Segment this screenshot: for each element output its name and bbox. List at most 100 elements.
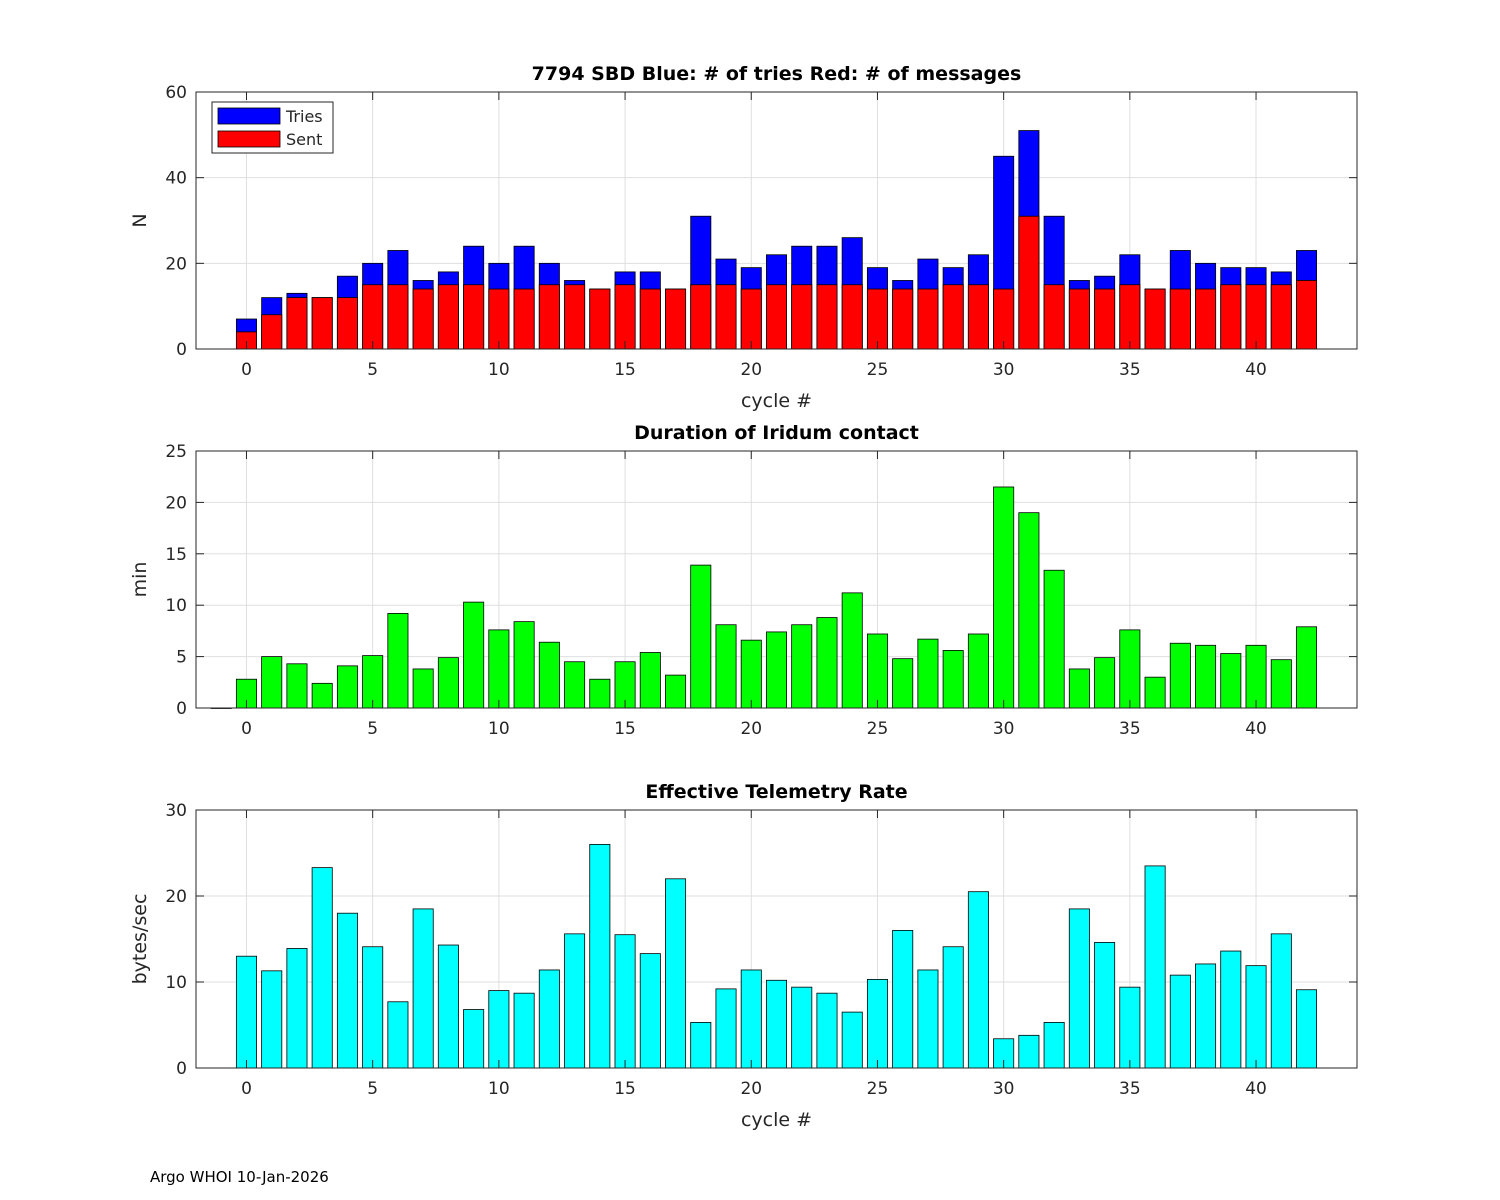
bar-duration-22: [791, 624, 813, 709]
bar-sent-40: [1245, 284, 1267, 350]
legend-swatch-tries: [217, 107, 281, 125]
chart-title: 7794 SBD Blue: # of tries Red: # of mess…: [532, 63, 1022, 85]
x-tick-label: 0: [241, 1079, 252, 1099]
bar-rate-3: [311, 867, 333, 1069]
y-tick-label: 40: [165, 169, 187, 189]
x-tick-label: 15: [614, 719, 636, 739]
x-tick-label: 10: [488, 719, 510, 739]
y-tick-label: 0: [176, 340, 187, 360]
bar-rate-12: [538, 969, 560, 1069]
bar-rate-37: [1169, 974, 1191, 1069]
x-tick-label: 30: [993, 360, 1015, 380]
bar-sent-27: [917, 288, 939, 350]
bar-sent-26: [892, 288, 914, 350]
bar-rate-21: [766, 979, 787, 1069]
legend-swatch-sent: [217, 130, 281, 148]
bar-duration-39: [1220, 653, 1242, 709]
bar-duration-8: [437, 657, 459, 709]
bar-duration-36: [1144, 676, 1166, 709]
y-tick-label: 5: [176, 648, 187, 668]
bar-sent-11: [513, 288, 535, 350]
bar-duration-17: [665, 674, 687, 709]
bar-duration-32: [1043, 569, 1065, 709]
bar-rate-14: [589, 844, 611, 1069]
bar-duration-10: [488, 629, 510, 709]
bar-rate-18: [690, 1022, 712, 1069]
bar-rate-19: [715, 988, 737, 1069]
bar-rate-38: [1195, 963, 1217, 1069]
bar-sent-23: [816, 284, 838, 350]
bar-duration-20: [740, 639, 762, 709]
bar-sent-14: [589, 288, 611, 350]
bar-rate-2: [286, 948, 308, 1069]
bar-duration-28: [942, 650, 964, 709]
bar-rate-7: [412, 908, 434, 1069]
x-tick-label: 10: [488, 360, 510, 380]
bar-duration-35: [1119, 629, 1141, 709]
x-axis-label: cycle #: [741, 390, 812, 412]
x-tick-label: 15: [614, 360, 636, 380]
bar-sent-29: [967, 284, 989, 350]
bar-sent-3: [311, 297, 333, 350]
x-tick-label: 15: [614, 1079, 636, 1099]
bar-duration-18: [690, 564, 712, 709]
x-tick-label: 20: [740, 360, 762, 380]
bar-sent-2: [286, 297, 308, 350]
bar-duration-1: [261, 656, 283, 709]
bar-sent-7: [412, 288, 434, 350]
bar-sent-33: [1068, 288, 1090, 350]
x-tick-label: 25: [867, 719, 889, 739]
bar-rate-15: [614, 934, 636, 1069]
y-axis-label: bytes/sec: [129, 894, 151, 985]
bar-sent-20: [740, 288, 762, 350]
x-tick-label: 25: [867, 360, 889, 380]
x-tick-label: 30: [993, 1079, 1015, 1099]
bar-rate-23: [816, 992, 838, 1069]
bar-sent-12: [538, 284, 560, 350]
bar-sent-37: [1169, 288, 1191, 350]
bar-rate-29: [967, 891, 989, 1069]
bar-sent-9: [463, 284, 485, 350]
y-tick-label: 25: [165, 442, 187, 462]
bar-sent-39: [1220, 284, 1242, 350]
bar-duration-14: [589, 678, 611, 709]
bar-rate-6: [387, 1001, 409, 1069]
bar-rate-25: [866, 979, 888, 1069]
bar-duration-34: [1094, 657, 1116, 709]
axes-box: [195, 91, 1358, 350]
chart-1: 0 5 10 15 20 25 30 35 40 0 20 40 60 7794 SBD Blue: # …: [129, 63, 1358, 412]
bar-sent-4: [336, 297, 358, 350]
bar-sent-19: [715, 284, 737, 350]
bar-rate-24: [841, 1011, 863, 1069]
x-tick-label: 10: [488, 1079, 510, 1099]
bar-rate-32: [1043, 1022, 1065, 1069]
y-tick-label: 30: [165, 801, 187, 821]
bar-rate-40: [1245, 965, 1267, 1069]
bar-duration-12: [538, 641, 560, 709]
bar-duration-3: [311, 682, 333, 709]
x-tick-label: 20: [740, 1079, 762, 1099]
x-tick-label: 40: [1245, 1079, 1267, 1099]
bar-duration-26: [892, 658, 914, 709]
y-tick-label: 20: [165, 887, 187, 907]
chart-2: 0 5 10 15 20 25 30 35 40 0 5 10 15 20 25 Duration of Ir…: [129, 422, 1358, 739]
bar-rate-8: [437, 944, 459, 1069]
bar-sent-1: [261, 314, 283, 350]
y-tick-label: 15: [165, 545, 187, 565]
bar-duration-40: [1245, 644, 1267, 709]
y-tick-label: 0: [176, 1059, 187, 1079]
bar-duration-24: [841, 592, 863, 709]
bar-duration-38: [1195, 644, 1217, 709]
x-tick-label: 0: [241, 719, 252, 739]
bar-sent-17: [665, 288, 687, 350]
bar-sent-34: [1094, 288, 1116, 350]
bar-rate-34: [1094, 942, 1116, 1069]
bar-duration-23: [816, 617, 838, 709]
bar-rate-0: [235, 955, 257, 1069]
bar-rate-26: [892, 930, 914, 1069]
bar-rate-11: [513, 992, 535, 1069]
bar-duration-2: [286, 663, 308, 709]
bar-sent-5: [362, 284, 384, 350]
bar-rate-35: [1119, 986, 1141, 1069]
bar-sent-15: [614, 284, 636, 350]
